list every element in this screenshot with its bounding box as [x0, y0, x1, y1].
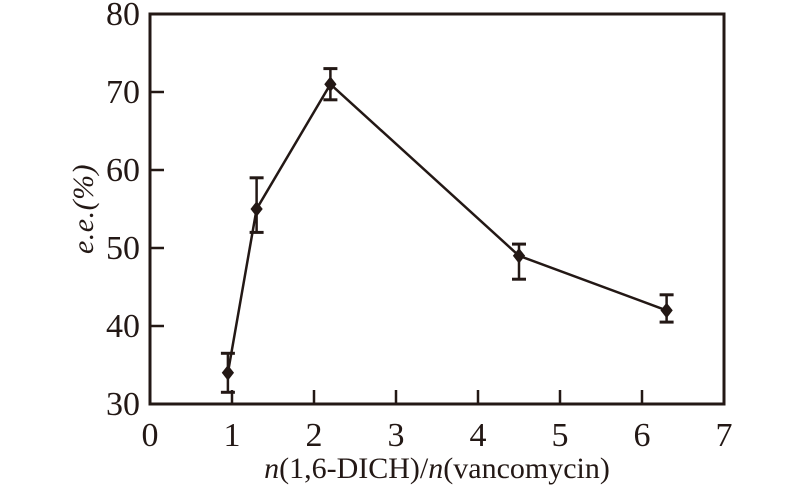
y-tick-label: 70	[106, 74, 140, 111]
y-tick-label: 50	[106, 230, 140, 267]
y-tick-label: 30	[106, 386, 140, 423]
x-tick-label: 3	[388, 417, 405, 454]
data-line	[226, 82, 668, 374]
data-point-marker	[512, 247, 526, 264]
y-tick-label: 80	[106, 0, 140, 33]
y-tick-label: 60	[106, 152, 140, 189]
x-tick-label: 1	[224, 417, 241, 454]
plot-frame	[148, 12, 726, 406]
data-point-marker	[660, 302, 673, 319]
x-tick-label: 5	[552, 417, 569, 454]
x-tick-label: 0	[142, 417, 159, 454]
x-tick-label: 6	[634, 417, 651, 454]
x-tick-label: 4	[470, 417, 487, 454]
data-point-marker	[250, 201, 263, 217]
x-tick-label: 2	[306, 417, 323, 454]
data-point-marker	[221, 364, 235, 381]
x-tick-label: 7	[716, 417, 733, 454]
data-point-marker	[324, 76, 337, 93]
y-tick-label: 40	[106, 308, 140, 345]
